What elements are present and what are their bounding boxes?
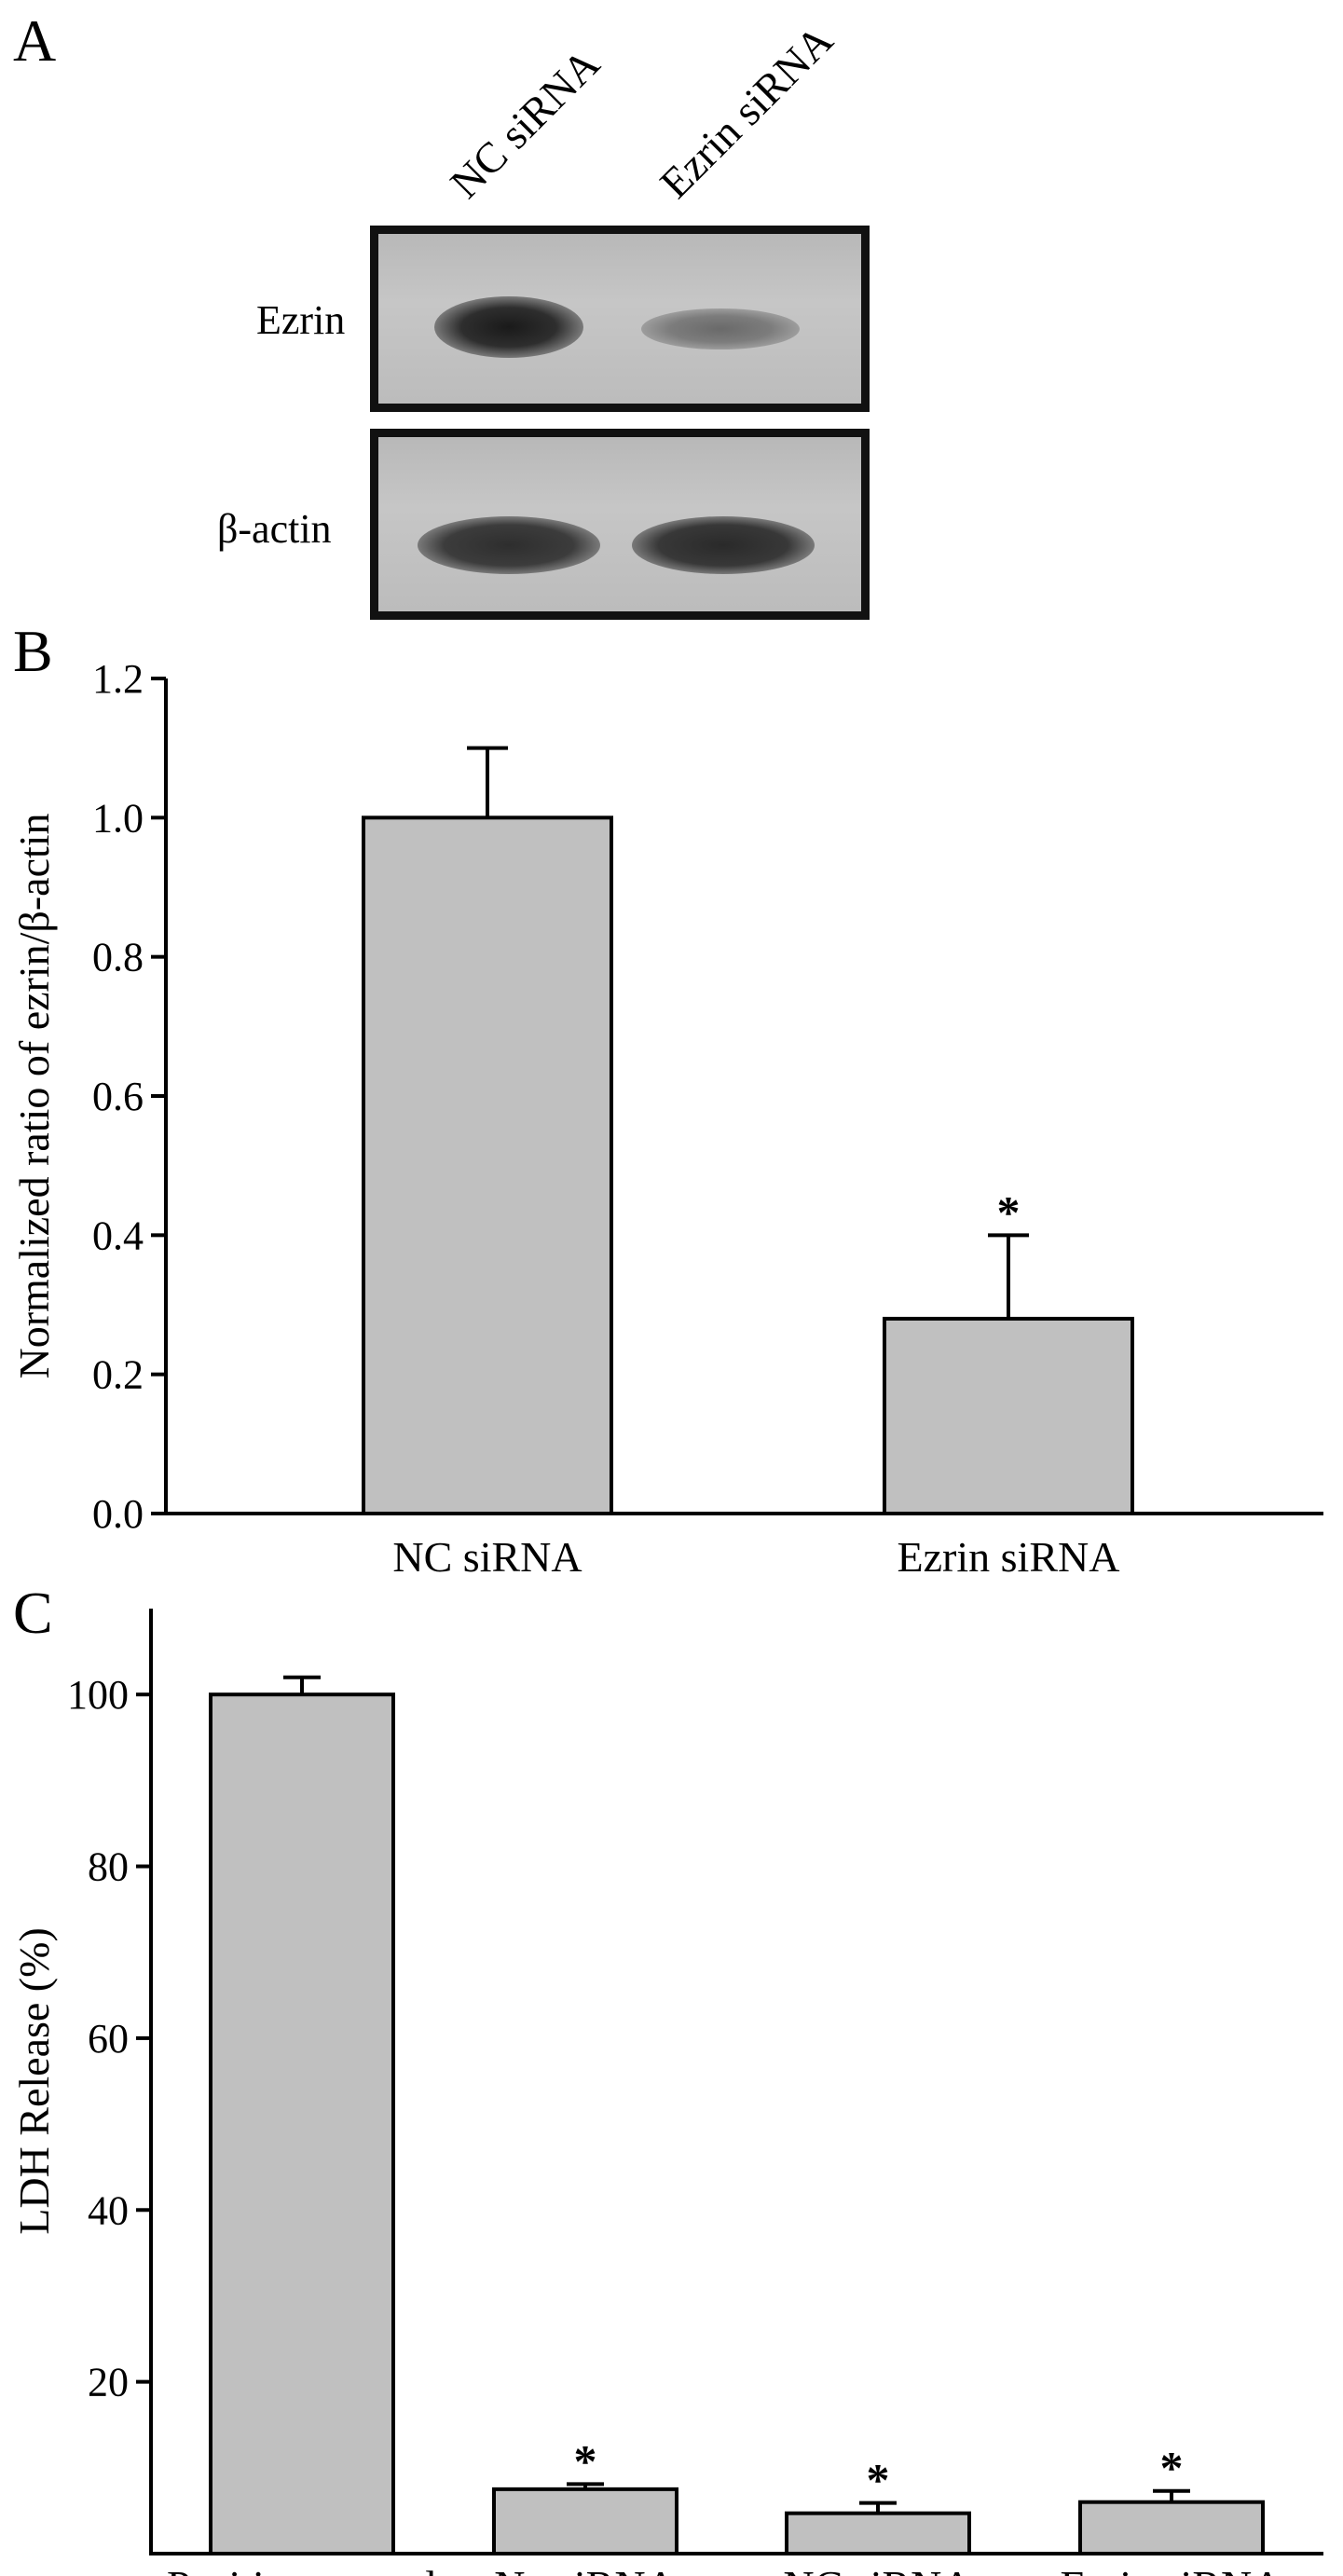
chart-c: C 20 40 60 80 100 LDH Release (%) Positive cont… bbox=[10, 1580, 1323, 2576]
y-tick-label: 40 bbox=[88, 2187, 129, 2233]
bar-ezrin-sirna bbox=[1078, 2500, 1265, 2556]
significance-marker-no-sirna: * bbox=[574, 2434, 597, 2487]
bar-positive-control bbox=[209, 1692, 395, 2555]
x-tick-label-positive-control: Positive control bbox=[167, 2562, 437, 2576]
y-tick-label: 20 bbox=[88, 2360, 129, 2405]
y-tick-label: 60 bbox=[88, 2016, 129, 2062]
x-tick-label-no-sirna: No siRNA bbox=[494, 2562, 677, 2576]
x-tick-label-nc-sirna: NC siRNA bbox=[392, 1533, 582, 1581]
significance-marker-ezrin-sirna: * bbox=[1160, 2442, 1184, 2494]
blot-beta-actin bbox=[370, 429, 870, 620]
y-tick-label: 1.2 bbox=[92, 656, 144, 702]
y-tick-label: 0.6 bbox=[92, 1074, 144, 1119]
band-label-ezrin: Ezrin bbox=[256, 297, 346, 343]
y-tick-label: 100 bbox=[67, 1672, 129, 1718]
band-ezrin-ezrin-sirna bbox=[641, 308, 800, 349]
x-tick-label-nc-sirna: NC siRNA bbox=[783, 2562, 972, 2576]
y-tick-label: 1.0 bbox=[92, 795, 144, 841]
bar-nc-sirna bbox=[785, 2511, 971, 2556]
band-ezrin-nc-sirna bbox=[434, 296, 583, 358]
panel-label-a: A bbox=[13, 7, 57, 74]
y-axis-title: Normalized ratio of ezrin/β-actin bbox=[10, 813, 58, 1378]
y-tick-label: 80 bbox=[88, 1844, 129, 1890]
band-label-beta-actin: β-actin bbox=[217, 506, 332, 552]
y-tick-label: 0.4 bbox=[92, 1213, 144, 1258]
significance-marker-nc-sirna: * bbox=[867, 2454, 890, 2506]
blot-ezrin bbox=[370, 226, 870, 412]
y-tick-label: 0.8 bbox=[92, 935, 144, 980]
chart-b: B 0.0 0.2 0.4 0.6 0.8 1.0 1.2 Normalized ratio o… bbox=[10, 618, 1323, 1581]
y-axis-title: LDH Release (%) bbox=[10, 1927, 58, 2235]
significance-marker-ezrin-sirna: * bbox=[997, 1185, 1021, 1238]
x-tick-label-ezrin-sirna: Ezrin siRNA bbox=[1061, 2562, 1283, 2576]
panel-label-c: C bbox=[13, 1580, 53, 1646]
bar-nc-sirna bbox=[362, 815, 613, 1515]
bar-ezrin-sirna bbox=[883, 1316, 1134, 1516]
x-tick-label-ezrin-sirna: Ezrin siRNA bbox=[898, 1533, 1120, 1581]
band-actin-ezrin-sirna bbox=[632, 516, 815, 574]
panel-label-b: B bbox=[13, 618, 53, 684]
y-tick-label: 0.0 bbox=[92, 1491, 144, 1537]
y-tick-label: 0.2 bbox=[92, 1352, 144, 1398]
band-actin-nc-sirna bbox=[418, 516, 600, 574]
bar-no-sirna bbox=[492, 2487, 678, 2555]
